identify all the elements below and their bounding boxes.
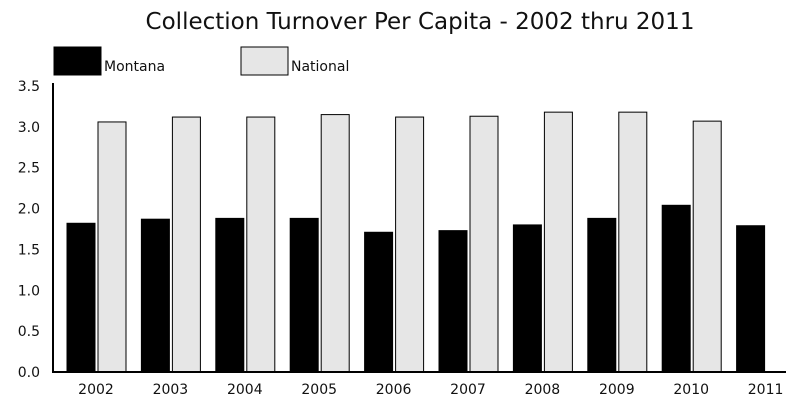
legend: Montana National [53,46,349,76]
legend-swatch-montana [53,46,102,76]
x-axis-ticks: 2002 2003 2004 2005 2006 2007 2008 2009 2010 2011 [78,382,783,398]
legend-swatch-national [240,46,289,76]
y-tick-label: 0.5 [18,324,40,340]
bar-montana-2007 [438,230,468,373]
bar-montana-2011 [736,225,766,373]
bar-montana-2010 [661,204,691,373]
x-tick-label: 2006 [376,382,412,398]
bar-national-2003 [171,116,201,373]
x-tick-label: 2004 [227,382,263,398]
x-tick-label: 2011 [748,382,784,398]
x-tick-label: 2010 [673,382,709,398]
bar-national-2006 [395,116,425,373]
bar-national-2009 [618,111,648,373]
bar-national-2004 [246,116,276,373]
legend-label-national: National [291,59,349,75]
x-tick-label: 2002 [78,382,114,398]
bar-montana-2008 [512,224,542,373]
legend-label-montana: Montana [104,59,165,75]
bar-national-2010 [692,120,722,373]
y-tick-label: 2.5 [18,161,40,177]
x-tick-label: 2007 [450,382,486,398]
bar-montana-2009 [587,217,617,373]
y-tick-label: 0.0 [18,365,40,381]
x-tick-label: 2008 [525,382,561,398]
x-tick-label: 2009 [599,382,635,398]
y-tick-label: 2.0 [18,202,40,218]
bars-group [66,111,766,373]
y-axis-ticks: 0.0 0.5 1.0 1.5 2.0 2.5 3.0 3.5 [18,79,40,381]
bar-montana-2006 [364,231,394,373]
x-tick-label: 2003 [153,382,189,398]
bar-national-2008 [543,111,573,373]
bar-montana-2003 [140,218,170,373]
y-tick-label: 1.0 [18,283,40,299]
bar-national-2002 [97,121,127,373]
y-tick-label: 1.5 [18,242,40,258]
bar-montana-2004 [215,217,245,373]
bar-national-2007 [469,115,499,373]
bar-montana-2005 [289,217,319,373]
bar-national-2005 [320,114,350,373]
y-tick-label: 3.5 [18,79,40,95]
x-tick-label: 2005 [301,382,337,398]
chart-title: Collection Turnover Per Capita - 2002 th… [146,9,695,35]
bar-montana-2002 [66,222,96,373]
y-tick-label: 3.0 [18,120,40,136]
